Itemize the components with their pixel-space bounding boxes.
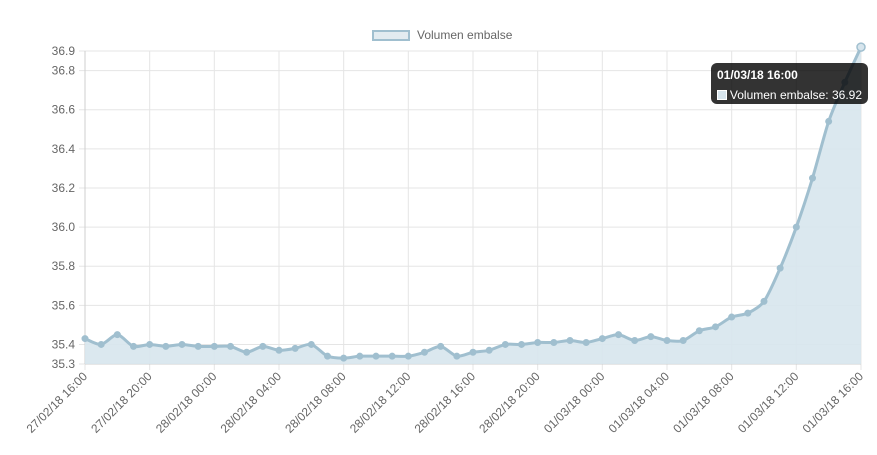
x-tick-label: 28/02/18 04:00 xyxy=(218,369,285,436)
tooltip-swatch xyxy=(717,90,727,100)
data-point[interactable] xyxy=(178,340,186,348)
data-point[interactable] xyxy=(728,313,736,321)
data-point[interactable] xyxy=(437,342,445,350)
data-point[interactable] xyxy=(421,348,428,356)
data-point[interactable] xyxy=(340,354,348,362)
data-point[interactable] xyxy=(550,338,558,346)
data-point[interactable] xyxy=(615,331,622,339)
data-point[interactable] xyxy=(712,323,719,331)
data-point[interactable] xyxy=(695,327,703,335)
data-point[interactable] xyxy=(81,335,89,343)
data-point[interactable] xyxy=(792,223,800,231)
data-point[interactable] xyxy=(760,297,768,305)
data-point[interactable] xyxy=(194,342,202,350)
y-tick-label: 36.0 xyxy=(52,220,76,234)
data-point[interactable] xyxy=(566,337,574,345)
legend[interactable]: Volumen embalse xyxy=(372,27,512,43)
data-point[interactable] xyxy=(501,340,509,348)
y-tick-label: 36.4 xyxy=(52,142,76,156)
data-point[interactable] xyxy=(404,352,412,360)
y-tick-label: 36.6 xyxy=(52,103,76,117)
x-tick-label: 27/02/18 20:00 xyxy=(88,369,155,436)
data-point[interactable] xyxy=(291,344,299,352)
y-tick-label: 36.9 xyxy=(52,44,76,58)
data-point[interactable] xyxy=(534,338,542,346)
x-tick-label: 27/02/18 16:00 xyxy=(24,369,91,436)
legend-swatch xyxy=(372,29,410,41)
x-tick-label: 28/02/18 12:00 xyxy=(347,369,414,436)
data-point[interactable] xyxy=(453,352,461,360)
data-point[interactable] xyxy=(744,309,752,317)
tooltip-row: Volumen embalse: 36.92 xyxy=(717,88,862,102)
data-point[interactable] xyxy=(324,352,331,360)
y-tick-label: 36.2 xyxy=(52,181,76,195)
data-point[interactable] xyxy=(825,117,833,125)
data-point[interactable] xyxy=(210,342,218,350)
data-point[interactable] xyxy=(227,342,234,350)
data-point[interactable] xyxy=(647,333,655,341)
data-point[interactable] xyxy=(130,342,137,350)
data-point[interactable] xyxy=(679,337,687,345)
y-tick-label: 35.8 xyxy=(52,259,76,273)
x-tick-label: 01/03/18 16:00 xyxy=(800,369,867,436)
data-point[interactable] xyxy=(146,340,154,348)
data-point[interactable] xyxy=(776,264,784,272)
data-point[interactable] xyxy=(307,340,315,348)
x-tick-label: 28/02/18 16:00 xyxy=(412,369,479,436)
tooltip-title: 01/03/18 16:00 xyxy=(717,68,798,82)
data-point[interactable] xyxy=(582,338,590,346)
y-tick-label: 35.6 xyxy=(52,298,76,312)
y-tick-label: 36.8 xyxy=(52,64,76,78)
x-tick-label: 01/03/18 12:00 xyxy=(735,369,802,436)
data-point[interactable] xyxy=(469,348,477,356)
x-tick-label: 01/03/18 04:00 xyxy=(606,369,673,436)
data-point[interactable] xyxy=(275,346,283,354)
data-point[interactable] xyxy=(809,174,816,182)
data-point[interactable] xyxy=(243,348,251,356)
y-tick-label: 35.4 xyxy=(52,337,76,351)
x-tick-label: 01/03/18 00:00 xyxy=(541,369,608,436)
x-tick-label: 28/02/18 20:00 xyxy=(476,369,543,436)
data-point[interactable] xyxy=(372,352,380,360)
y-tick-label: 35.3 xyxy=(52,357,76,371)
data-point[interactable] xyxy=(631,337,639,345)
data-point[interactable] xyxy=(356,352,364,360)
data-point[interactable] xyxy=(162,342,170,350)
data-point[interactable] xyxy=(518,340,525,348)
series-area-fill xyxy=(85,47,861,365)
x-tick-label: 28/02/18 08:00 xyxy=(282,369,349,436)
legend-label: Volumen embalse xyxy=(417,28,513,42)
tooltip-label: Volumen embalse: 36.92 xyxy=(729,88,862,102)
x-tick-label: 01/03/18 08:00 xyxy=(670,369,737,436)
data-point[interactable] xyxy=(259,342,267,350)
data-point[interactable] xyxy=(97,340,105,348)
data-point[interactable] xyxy=(388,352,396,360)
data-point[interactable] xyxy=(598,335,606,343)
tooltip: 01/03/18 16:00 Volumen embalse: 36.92 xyxy=(711,63,868,104)
y-axis: 36.9 36.8 36.6 36.4 36.2 36.0 35.8 35.6 35.4 35.3 xyxy=(52,44,86,371)
data-point[interactable] xyxy=(113,331,121,339)
data-point[interactable] xyxy=(485,346,493,354)
data-point[interactable] xyxy=(663,337,671,345)
x-tick-label: 28/02/18 00:00 xyxy=(153,369,220,436)
data-point-highlighted[interactable] xyxy=(856,42,866,52)
